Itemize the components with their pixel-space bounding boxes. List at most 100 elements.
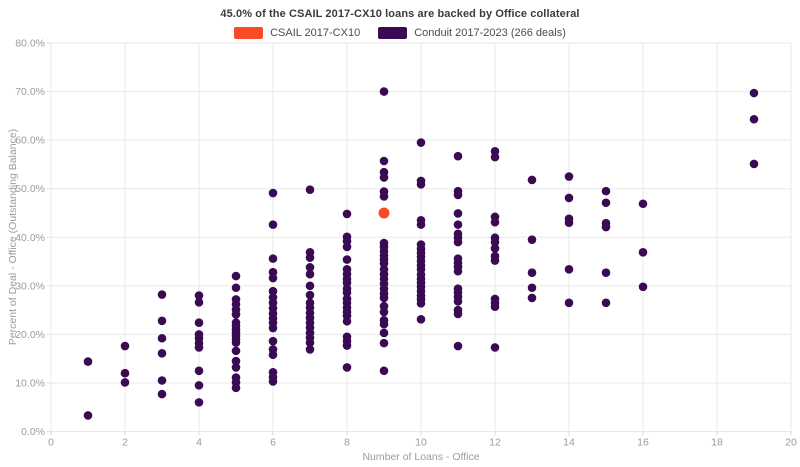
conduit-point[interactable] <box>564 193 574 203</box>
legend-item-conduit[interactable]: Conduit 2017-2023 (266 deals) <box>378 27 566 39</box>
conduit-point[interactable] <box>157 316 167 326</box>
conduit-point[interactable] <box>453 209 463 218</box>
conduit-point[interactable] <box>157 349 167 358</box>
conduit-point[interactable] <box>305 185 315 194</box>
conduit-point[interactable] <box>83 357 93 366</box>
conduit-point[interactable] <box>749 114 759 124</box>
conduit-point[interactable] <box>342 209 352 219</box>
conduit-point[interactable] <box>527 175 537 185</box>
conduit-point[interactable] <box>231 363 241 372</box>
conduit-point[interactable] <box>601 198 611 208</box>
conduit-point[interactable] <box>268 336 278 346</box>
conduit-point[interactable] <box>416 180 426 189</box>
conduit-point[interactable] <box>601 186 611 196</box>
conduit-point[interactable] <box>305 263 315 272</box>
conduit-point[interactable] <box>379 87 389 96</box>
conduit-point[interactable] <box>305 338 315 347</box>
conduit-point[interactable] <box>453 297 463 306</box>
conduit-point[interactable] <box>120 378 130 387</box>
conduit-point[interactable] <box>490 152 500 162</box>
conduit-point[interactable] <box>453 266 463 276</box>
conduit-point[interactable] <box>231 310 241 319</box>
conduit-point[interactable] <box>342 341 352 350</box>
conduit-point[interactable] <box>231 283 241 293</box>
conduit-point[interactable] <box>157 290 167 299</box>
conduit-point[interactable] <box>342 255 352 264</box>
conduit-point[interactable] <box>453 190 463 200</box>
conduit-point[interactable] <box>527 235 537 244</box>
conduit-point[interactable] <box>231 356 241 366</box>
conduit-point[interactable] <box>453 220 463 229</box>
conduit-point[interactable] <box>194 298 204 307</box>
conduit-point[interactable] <box>564 172 574 181</box>
conduit-point[interactable] <box>601 298 611 308</box>
conduit-point[interactable] <box>490 237 500 247</box>
conduit-point[interactable] <box>601 222 611 232</box>
conduit-point[interactable] <box>342 288 352 297</box>
conduit-point[interactable] <box>416 315 426 324</box>
conduit-point[interactable] <box>453 151 463 161</box>
conduit-point[interactable] <box>379 328 389 338</box>
conduit-point[interactable] <box>231 346 241 356</box>
conduit-point[interactable] <box>490 217 500 227</box>
conduit-point[interactable] <box>268 286 278 296</box>
conduit-point[interactable] <box>268 377 278 386</box>
conduit-point[interactable] <box>194 291 204 300</box>
conduit-point[interactable] <box>194 343 204 352</box>
conduit-point[interactable] <box>601 268 611 278</box>
conduit-point[interactable] <box>231 338 241 347</box>
conduit-point[interactable] <box>305 290 315 300</box>
conduit-point[interactable] <box>268 323 278 333</box>
conduit-point[interactable] <box>638 199 648 209</box>
conduit-point[interactable] <box>490 343 500 352</box>
conduit-point[interactable] <box>638 248 648 257</box>
conduit-point[interactable] <box>379 338 389 348</box>
conduit-point[interactable] <box>305 253 315 262</box>
conduit-point[interactable] <box>416 298 426 308</box>
conduit-point[interactable] <box>564 218 574 227</box>
conduit-point[interactable] <box>342 363 352 372</box>
conduit-point[interactable] <box>305 281 315 291</box>
conduit-point[interactable] <box>490 256 500 265</box>
conduit-point[interactable] <box>490 302 500 311</box>
conduit-point[interactable] <box>120 341 130 351</box>
conduit-point[interactable] <box>638 282 648 292</box>
conduit-point[interactable] <box>453 341 463 351</box>
conduit-point[interactable] <box>231 271 241 281</box>
conduit-point[interactable] <box>749 88 759 98</box>
conduit-point[interactable] <box>379 366 389 376</box>
conduit-point[interactable] <box>379 192 389 201</box>
conduit-point[interactable] <box>268 188 278 198</box>
conduit-point[interactable] <box>305 269 315 279</box>
conduit-point[interactable] <box>527 283 537 293</box>
conduit-point[interactable] <box>194 366 204 376</box>
conduit-point[interactable] <box>527 293 537 303</box>
conduit-point[interactable] <box>749 159 759 169</box>
conduit-point[interactable] <box>120 368 130 378</box>
conduit-point[interactable] <box>268 273 278 283</box>
conduit-point[interactable] <box>157 333 167 343</box>
conduit-point[interactable] <box>416 220 426 229</box>
conduit-point[interactable] <box>83 411 93 420</box>
conduit-point[interactable] <box>527 268 537 278</box>
legend-item-csail[interactable]: CSAIL 2017-CX10 <box>234 27 360 39</box>
conduit-point[interactable] <box>379 156 389 166</box>
conduit-point[interactable] <box>490 244 500 253</box>
conduit-point[interactable] <box>305 345 315 354</box>
conduit-point[interactable] <box>268 254 278 263</box>
conduit-point[interactable] <box>379 319 389 329</box>
conduit-point[interactable] <box>194 318 204 328</box>
conduit-point[interactable] <box>379 307 389 317</box>
conduit-point[interactable] <box>231 383 241 393</box>
conduit-point[interactable] <box>453 309 463 319</box>
conduit-point[interactable] <box>342 242 352 252</box>
conduit-point[interactable] <box>564 298 574 308</box>
conduit-point[interactable] <box>453 237 463 247</box>
conduit-point[interactable] <box>194 381 204 390</box>
conduit-point[interactable] <box>564 265 574 274</box>
conduit-point[interactable] <box>379 173 389 182</box>
conduit-point[interactable] <box>268 220 278 229</box>
conduit-point[interactable] <box>416 138 426 147</box>
conduit-point[interactable] <box>157 376 167 385</box>
